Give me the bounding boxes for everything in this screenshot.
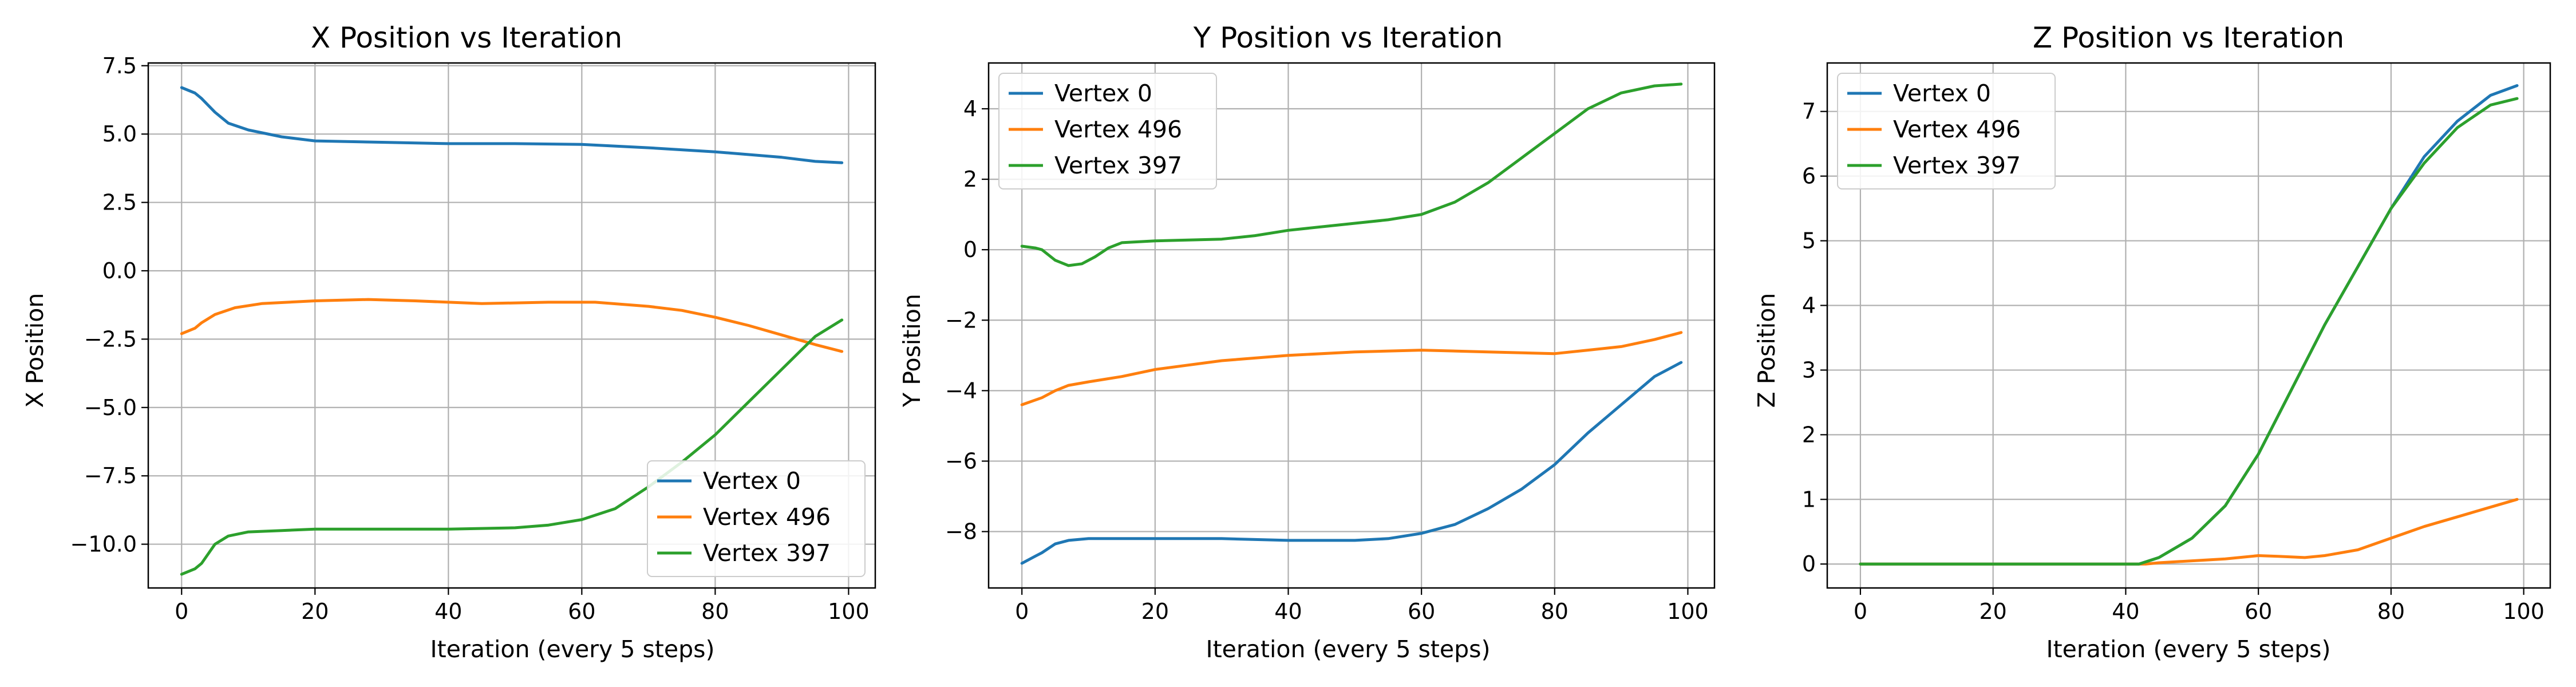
x-tick-label: 40	[2112, 599, 2139, 624]
y-tick-label: 7.5	[102, 53, 137, 78]
y-tick-label: 6	[1802, 164, 1816, 189]
series-lines	[1859, 84, 2519, 566]
x-axis-label: Iteration (every 5 steps)	[430, 635, 715, 663]
legend-box	[647, 460, 866, 577]
y-tick-label: 2.5	[102, 190, 137, 215]
x-tick-label: 100	[1667, 599, 1709, 624]
legend-label-vertex-496: Vertex 496	[1054, 116, 1182, 143]
axes-frame	[1826, 62, 2551, 589]
series-lines	[180, 86, 844, 576]
y-tick-label: −6	[945, 448, 977, 473]
x-axis-label: Iteration (every 5 steps)	[2046, 635, 2331, 663]
legend-box	[1837, 73, 2056, 189]
y-tick-label: 0	[1802, 551, 1816, 577]
x-tick-label: 20	[1141, 599, 1169, 624]
y-tick-label: 1	[1802, 487, 1816, 512]
tick-labels: 0 20 40 60 80 100 −8 −6 −4 −2 0 2 4	[945, 96, 1709, 624]
x-tick-label: 80	[701, 599, 729, 624]
x-tick-label: 40	[1274, 599, 1302, 624]
x-tick-label: 60	[1408, 599, 1435, 624]
y-tick-label: 4	[1802, 293, 1816, 318]
x-tick-label: 0	[1854, 599, 1867, 624]
y-tick-label: 2	[963, 167, 977, 192]
y-tick-label: 3	[1802, 357, 1816, 382]
y-tick-label: 0.0	[102, 258, 137, 283]
series-line-vertex-0	[1020, 361, 1683, 565]
y-position-chart: Y Position vs Iteration Iteration (every…	[898, 21, 1716, 663]
legend-label-vertex-496: Vertex 496	[703, 503, 831, 531]
series-lines	[1020, 82, 1683, 565]
legend-label-vertex-0: Vertex 0	[703, 467, 801, 495]
x-axis-label: Iteration (every 5 steps)	[1206, 635, 1491, 663]
x-tick-label: 80	[1541, 599, 1568, 624]
series-line-vertex-397	[180, 318, 844, 576]
axes-frame	[987, 62, 1716, 589]
series-line-vertex-496	[1859, 498, 2519, 566]
y-tick-label: −2	[945, 307, 977, 333]
x-tick-label: 60	[2245, 599, 2272, 624]
x-tick-label: 100	[828, 599, 870, 624]
y-tick-label: 0	[963, 237, 977, 262]
y-axis-label: X Position	[21, 293, 49, 408]
y-tick-label: −2.5	[84, 326, 137, 352]
z-position-chart: Z Position vs Iteration Iteration (every…	[1753, 21, 2551, 663]
legend-box	[998, 73, 1217, 189]
chart-title: Z Position vs Iteration	[2033, 21, 2344, 54]
y-tick-label: −10.0	[70, 532, 137, 557]
series-line-vertex-397	[1020, 82, 1683, 267]
x-position-chart: X Position vs Iteration Iteration (every…	[21, 21, 876, 663]
x-tick-label: 20	[301, 599, 329, 624]
y-tick-label: −5.0	[84, 395, 137, 420]
y-tick-label: 2	[1802, 422, 1816, 447]
legend-label-vertex-397: Vertex 397	[703, 539, 831, 567]
y-tick-label: 5	[1802, 228, 1816, 254]
tick-labels: 0 20 40 60 80 100 0 1 2 3 4 5 6 7	[1802, 99, 2545, 624]
series-line-vertex-0	[180, 86, 844, 164]
tick-labels: 0 20 40 60 80 100 −10.0 −7.5 −5.0 −2.5 0.0 2.5 5.0 7.…	[70, 53, 870, 624]
series-line-vertex-496	[180, 298, 844, 353]
x-tick-label: 20	[1979, 599, 2006, 624]
x-tick-label: 80	[2377, 599, 2405, 624]
x-tick-label: 40	[434, 599, 462, 624]
series-line-vertex-496	[1020, 331, 1683, 406]
grid	[148, 63, 875, 588]
series-line-vertex-397	[1859, 97, 2519, 566]
legend-label-vertex-496: Vertex 496	[1893, 116, 2021, 143]
y-tick-label: 4	[963, 96, 977, 121]
y-tick-label: 7	[1802, 99, 1816, 124]
y-tick-label: −4	[945, 378, 977, 403]
y-tick-label: −7.5	[84, 463, 137, 488]
legend-label-vertex-397: Vertex 397	[1054, 152, 1182, 179]
x-tick-label: 0	[1015, 599, 1029, 624]
legend: Vertex 0 Vertex 496 Vertex 397	[647, 460, 866, 577]
axes-frame	[147, 62, 876, 589]
x-tick-label: 60	[568, 599, 595, 624]
legend: Vertex 0 Vertex 496 Vertex 397	[1837, 73, 2056, 189]
x-tick-label: 0	[175, 599, 188, 624]
legend-label-vertex-0: Vertex 0	[1054, 80, 1152, 107]
y-tick-label: −8	[945, 519, 977, 544]
legend: Vertex 0 Vertex 496 Vertex 397	[998, 73, 1217, 189]
legend-label-vertex-0: Vertex 0	[1893, 80, 1991, 107]
x-tick-label: 100	[2503, 599, 2545, 624]
chart-title: Y Position vs Iteration	[1193, 21, 1503, 54]
y-axis-label: Y Position	[898, 294, 926, 408]
y-axis-label: Z Position	[1753, 293, 1780, 408]
chart-title: X Position vs Iteration	[311, 21, 622, 54]
y-tick-label: 5.0	[102, 121, 137, 147]
legend-label-vertex-397: Vertex 397	[1893, 152, 2021, 179]
